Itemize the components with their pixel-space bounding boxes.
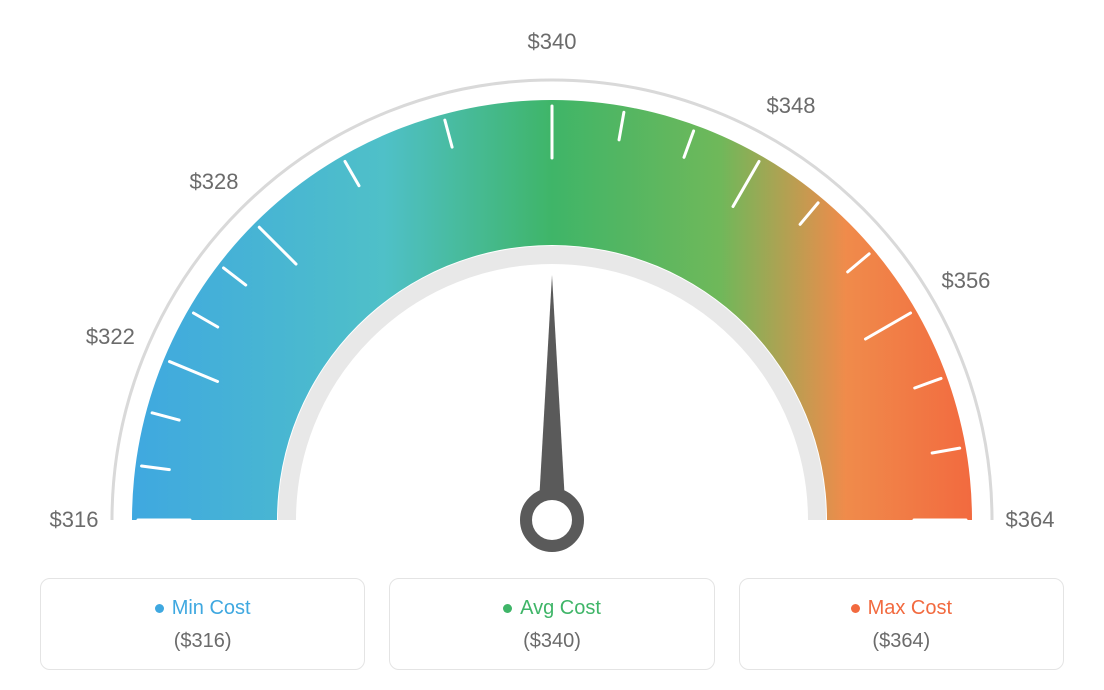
- legend-row: Min Cost ($316) Avg Cost ($340) Max Cost…: [40, 578, 1064, 670]
- legend-card-min: Min Cost ($316): [40, 578, 365, 670]
- dot-icon: [851, 604, 860, 613]
- legend-title-avg: Avg Cost: [503, 597, 601, 620]
- gauge-tick-label: $356: [941, 268, 990, 294]
- gauge-svg: [22, 20, 1082, 580]
- legend-value-min: ($316): [51, 630, 354, 653]
- gauge-chart: $316 $322 $328 $340 $348 $356 $364: [0, 0, 1104, 560]
- gauge-tick-label: $316: [50, 507, 99, 533]
- gauge-tick-label: $348: [767, 93, 816, 119]
- legend-title-text: Avg Cost: [520, 597, 601, 620]
- legend-title-text: Min Cost: [172, 597, 251, 620]
- legend-title-text: Max Cost: [868, 597, 952, 620]
- legend-title-max: Max Cost: [851, 597, 952, 620]
- legend-value-max: ($364): [750, 630, 1053, 653]
- dot-icon: [503, 604, 512, 613]
- gauge-tick-label: $322: [86, 324, 135, 350]
- legend-card-avg: Avg Cost ($340): [389, 578, 714, 670]
- legend-value-avg: ($340): [400, 630, 703, 653]
- legend-card-max: Max Cost ($364): [739, 578, 1064, 670]
- gauge-tick-label: $328: [190, 169, 239, 195]
- legend-title-min: Min Cost: [155, 597, 251, 620]
- gauge-tick-label: $340: [528, 29, 577, 55]
- dot-icon: [155, 604, 164, 613]
- gauge-tick-label: $364: [1006, 507, 1055, 533]
